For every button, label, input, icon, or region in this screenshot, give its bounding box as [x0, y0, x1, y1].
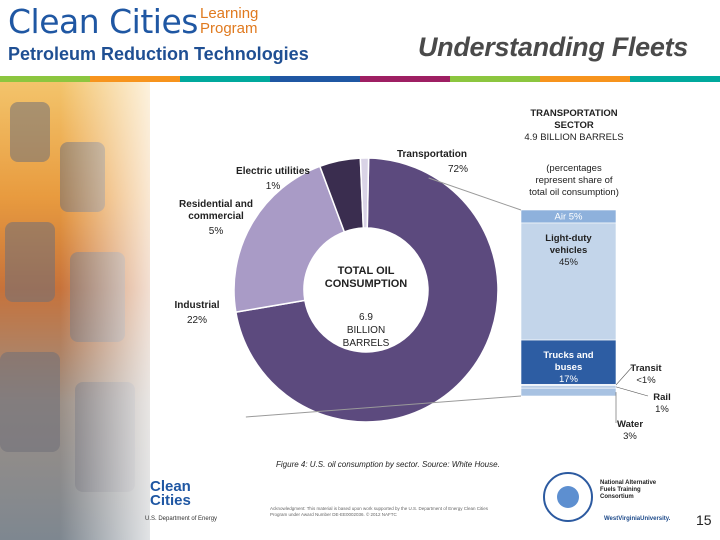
sector-title: TRANSPORTATION SECTOR	[530, 108, 617, 131]
outside-label-4: Rail	[653, 392, 670, 403]
naftc-seal-center	[557, 486, 579, 508]
brand-logo-text: Clean Cities	[8, 2, 198, 41]
donut-hole	[305, 229, 427, 351]
slice-pct-0: 72%	[448, 164, 468, 175]
stripe-segment	[0, 76, 90, 82]
header: Clean Cities Learning Program Petroleum …	[0, 0, 720, 82]
slice-pct-1: 22%	[187, 315, 207, 326]
bar-label-0: Air 5%	[555, 212, 584, 223]
donut-center-value: 6.9 BILLION BARRELS	[343, 312, 390, 349]
clean-cities-footer-logo: Clean Cities	[150, 478, 191, 509]
stripe-segment	[540, 76, 630, 82]
color-stripe	[0, 76, 720, 82]
stripe-segment	[180, 76, 270, 82]
connector-line-bottom	[245, 395, 522, 418]
stripe-segment	[630, 76, 720, 82]
pie-slice-industrial	[233, 165, 346, 314]
bar-segment-rail	[520, 385, 617, 389]
slice-pct-2: 5%	[209, 226, 224, 237]
footer-logo-org: U.S. Department of Energy	[145, 516, 218, 522]
consortium-name: National Alternative Fuels Training Cons…	[600, 480, 657, 500]
stripe-segment	[270, 76, 360, 82]
sector-subtitle: 4.9 BILLION BARRELS	[524, 132, 623, 143]
stripe-segment	[90, 76, 180, 82]
callout-line-4	[615, 386, 649, 397]
car-shape	[0, 352, 60, 452]
outside-label-3: Transit	[630, 363, 662, 374]
car-shape	[10, 102, 50, 162]
pie-slice-transportation	[235, 157, 499, 423]
university-name: WestVirginiaUniversity.	[604, 516, 671, 522]
connector-line-top	[428, 177, 522, 211]
pie-slice-electric-utilities	[359, 157, 370, 229]
outside-pct-5: 3%	[623, 431, 637, 442]
stripe-segment	[450, 76, 540, 82]
sector-note: (percentages represent share of total oil …	[529, 163, 619, 198]
acknowledgment-text: Acknowledgment: This material is based u…	[270, 506, 489, 517]
figure-caption: Figure 4: U.S. oil consumption by sector…	[276, 460, 500, 469]
brand-subtitle: Learning Program	[200, 6, 258, 36]
footer-logo-line2: Cities	[150, 492, 191, 509]
donut-center-title: TOTAL OIL CONSUMPTION	[325, 265, 408, 290]
bar-label-2: Trucks and buses 17%	[543, 350, 593, 385]
page-number: 15	[696, 512, 712, 528]
brand-subtitle-line1: Learning	[200, 5, 259, 22]
brand-tagline: Petroleum Reduction Technologies	[8, 44, 309, 64]
slice-label-2: Residential and commercial	[179, 199, 253, 222]
slide-title: Understanding Fleets	[417, 32, 688, 62]
bar-label-1: Light-duty vehicles 45%	[545, 233, 592, 268]
slice-label-3: Electric utilities	[236, 166, 310, 177]
outside-label-5: Water	[617, 419, 643, 430]
car-shape	[5, 222, 55, 302]
bar-segment-trucks-and-buses	[520, 339, 617, 385]
slice-label-1: Industrial	[174, 300, 219, 311]
outside-pct-3: <1%	[636, 375, 656, 386]
photo-fade	[60, 82, 240, 540]
bar-segment-water	[520, 387, 617, 397]
outside-pct-4: 1%	[655, 404, 669, 415]
bar-segment-light-duty-vehicles	[520, 222, 617, 341]
brand-subtitle-line2: Program	[200, 20, 258, 37]
slice-pct-3: 1%	[266, 181, 281, 192]
callout-line-3	[615, 366, 633, 386]
footer-logo-line1: Clean	[150, 478, 191, 495]
stripe-segment	[360, 76, 450, 82]
slice-label-0: Transportation	[397, 149, 467, 160]
